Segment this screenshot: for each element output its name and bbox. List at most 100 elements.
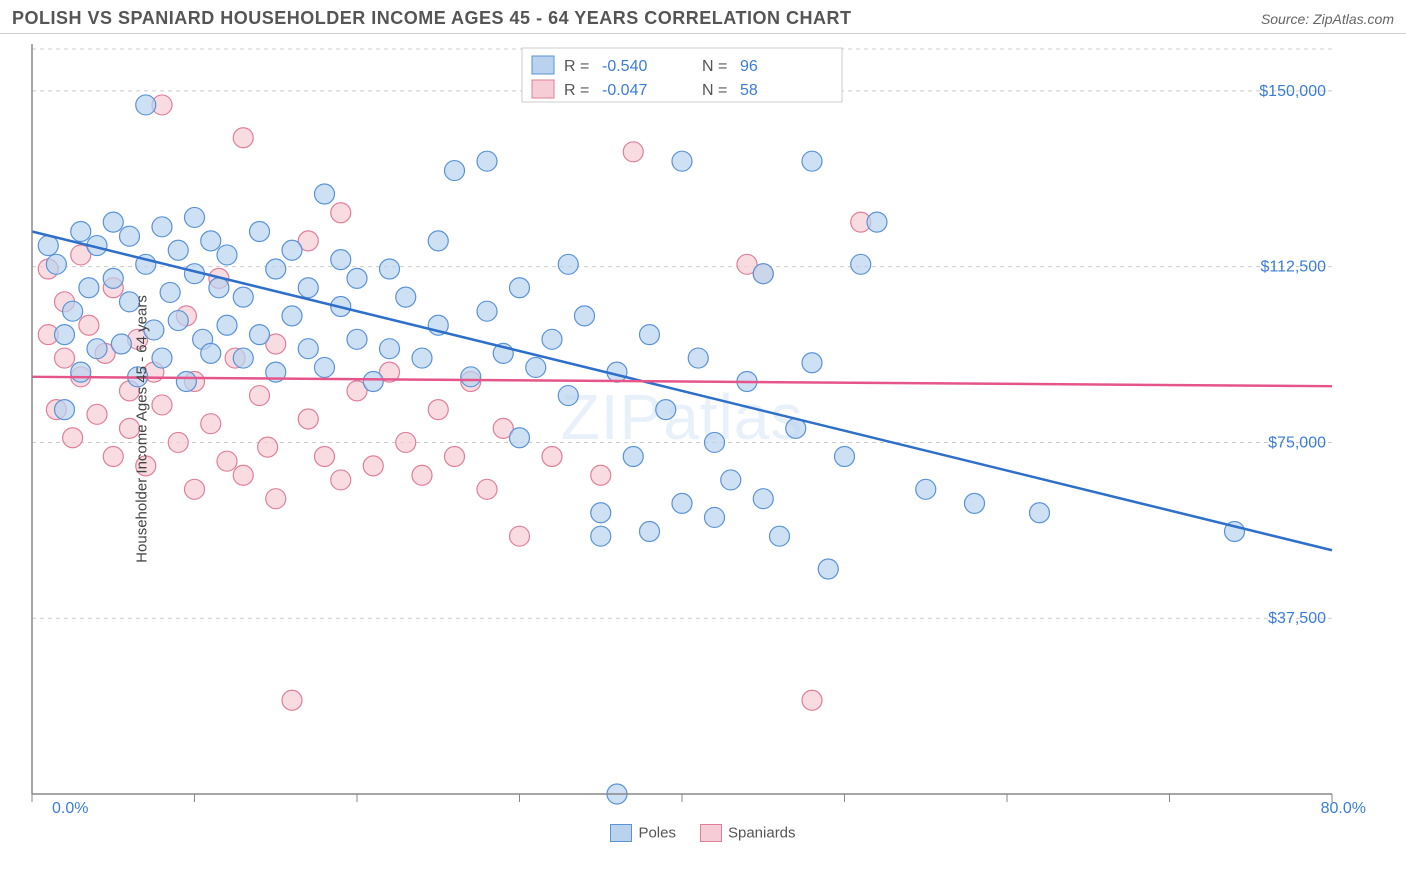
data-point: [217, 451, 237, 471]
data-point: [412, 465, 432, 485]
svg-text:N =: N =: [702, 58, 727, 75]
data-point: [363, 456, 383, 476]
data-point: [87, 404, 107, 424]
data-point: [266, 489, 286, 509]
data-point: [79, 315, 99, 335]
data-point: [87, 339, 107, 359]
data-point: [176, 372, 196, 392]
data-point: [591, 526, 611, 546]
data-point: [38, 236, 58, 256]
svg-text:-0.540: -0.540: [602, 58, 647, 75]
data-point: [282, 240, 302, 260]
data-point: [623, 447, 643, 467]
data-point: [347, 268, 367, 288]
data-point: [753, 264, 773, 284]
data-point: [445, 447, 465, 467]
data-point: [185, 207, 205, 227]
data-point: [818, 559, 838, 579]
data-point: [201, 414, 221, 434]
data-point: [233, 287, 253, 307]
svg-text:N =: N =: [702, 82, 727, 99]
data-point: [315, 357, 335, 377]
data-point: [867, 212, 887, 232]
data-point: [331, 203, 351, 223]
data-point: [71, 222, 91, 242]
data-point: [802, 151, 822, 171]
data-point: [558, 254, 578, 274]
data-point: [258, 437, 278, 457]
data-point: [331, 470, 351, 490]
poles-label: Poles: [638, 825, 676, 842]
svg-text:R =: R =: [564, 82, 589, 99]
data-point: [71, 362, 91, 382]
data-point: [168, 240, 188, 260]
data-point: [266, 259, 286, 279]
source-name: ZipAtlas.com: [1313, 11, 1394, 27]
chart-container: Householder Income Ages 45 - 64 years $3…: [12, 34, 1394, 824]
data-point: [298, 339, 318, 359]
data-point: [445, 161, 465, 181]
svg-text:-0.047: -0.047: [602, 82, 647, 99]
data-point: [1030, 503, 1050, 523]
data-point: [575, 306, 595, 326]
source-prefix: Source:: [1261, 11, 1313, 27]
data-point: [542, 447, 562, 467]
data-point: [721, 470, 741, 490]
svg-text:$37,500: $37,500: [1268, 610, 1326, 627]
data-point: [250, 325, 270, 345]
data-point: [217, 315, 237, 335]
data-point: [412, 348, 432, 368]
data-point: [363, 372, 383, 392]
data-point: [103, 268, 123, 288]
data-point: [510, 428, 530, 448]
data-point: [591, 465, 611, 485]
data-point: [510, 526, 530, 546]
data-point: [298, 409, 318, 429]
data-point: [209, 278, 229, 298]
data-point: [217, 245, 237, 265]
data-point: [623, 142, 643, 162]
data-point: [55, 400, 75, 420]
legend-item-spaniards: Spaniards: [700, 824, 796, 842]
data-point: [461, 367, 481, 387]
data-point: [428, 400, 448, 420]
data-point: [233, 465, 253, 485]
data-point: [185, 479, 205, 499]
spaniards-label: Spaniards: [728, 825, 796, 842]
data-point: [282, 306, 302, 326]
data-point: [63, 428, 83, 448]
data-point: [380, 259, 400, 279]
data-point: [965, 493, 985, 513]
data-point: [347, 329, 367, 349]
data-point: [315, 184, 335, 204]
data-point: [542, 329, 562, 349]
data-point: [250, 222, 270, 242]
data-point: [656, 400, 676, 420]
data-point: [201, 343, 221, 363]
data-point: [79, 278, 99, 298]
svg-text:$112,500: $112,500: [1260, 259, 1326, 276]
spaniards-swatch: [700, 824, 722, 842]
data-point: [477, 151, 497, 171]
data-point: [136, 95, 156, 115]
data-point: [233, 128, 253, 148]
data-point: [835, 447, 855, 467]
svg-text:R =: R =: [564, 58, 589, 75]
data-point: [802, 353, 822, 373]
svg-text:58: 58: [740, 82, 758, 99]
data-point: [103, 447, 123, 467]
data-point: [315, 447, 335, 467]
data-point: [916, 479, 936, 499]
data-point: [672, 493, 692, 513]
data-point: [477, 301, 497, 321]
source-attribution: Source: ZipAtlas.com: [1261, 11, 1394, 27]
data-point: [705, 507, 725, 527]
data-point: [103, 212, 123, 232]
data-point: [558, 386, 578, 406]
data-point: [510, 278, 530, 298]
data-point: [201, 231, 221, 251]
data-point: [672, 151, 692, 171]
data-point: [46, 254, 66, 274]
data-point: [770, 526, 790, 546]
data-point: [168, 311, 188, 331]
